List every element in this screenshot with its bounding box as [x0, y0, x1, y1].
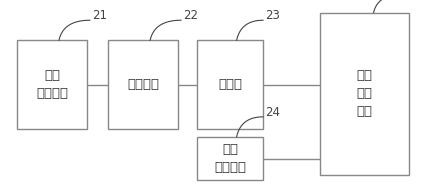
Text: 22: 22: [183, 9, 198, 22]
Bar: [197, 40, 263, 129]
Text: 24: 24: [265, 106, 280, 119]
Text: 曲线
拟合
模块: 曲线 拟合 模块: [357, 69, 373, 118]
Text: 无线
接收模块: 无线 接收模块: [214, 143, 246, 174]
Text: 23: 23: [265, 9, 280, 22]
Bar: [197, 137, 263, 180]
Bar: [17, 40, 87, 129]
Bar: [320, 13, 409, 175]
Text: 转换电路: 转换电路: [127, 78, 159, 91]
Text: 缓存器: 缓存器: [218, 78, 242, 91]
Text: 21: 21: [92, 9, 107, 22]
Bar: [108, 40, 178, 129]
Text: 第二
数据接口: 第二 数据接口: [36, 69, 68, 100]
